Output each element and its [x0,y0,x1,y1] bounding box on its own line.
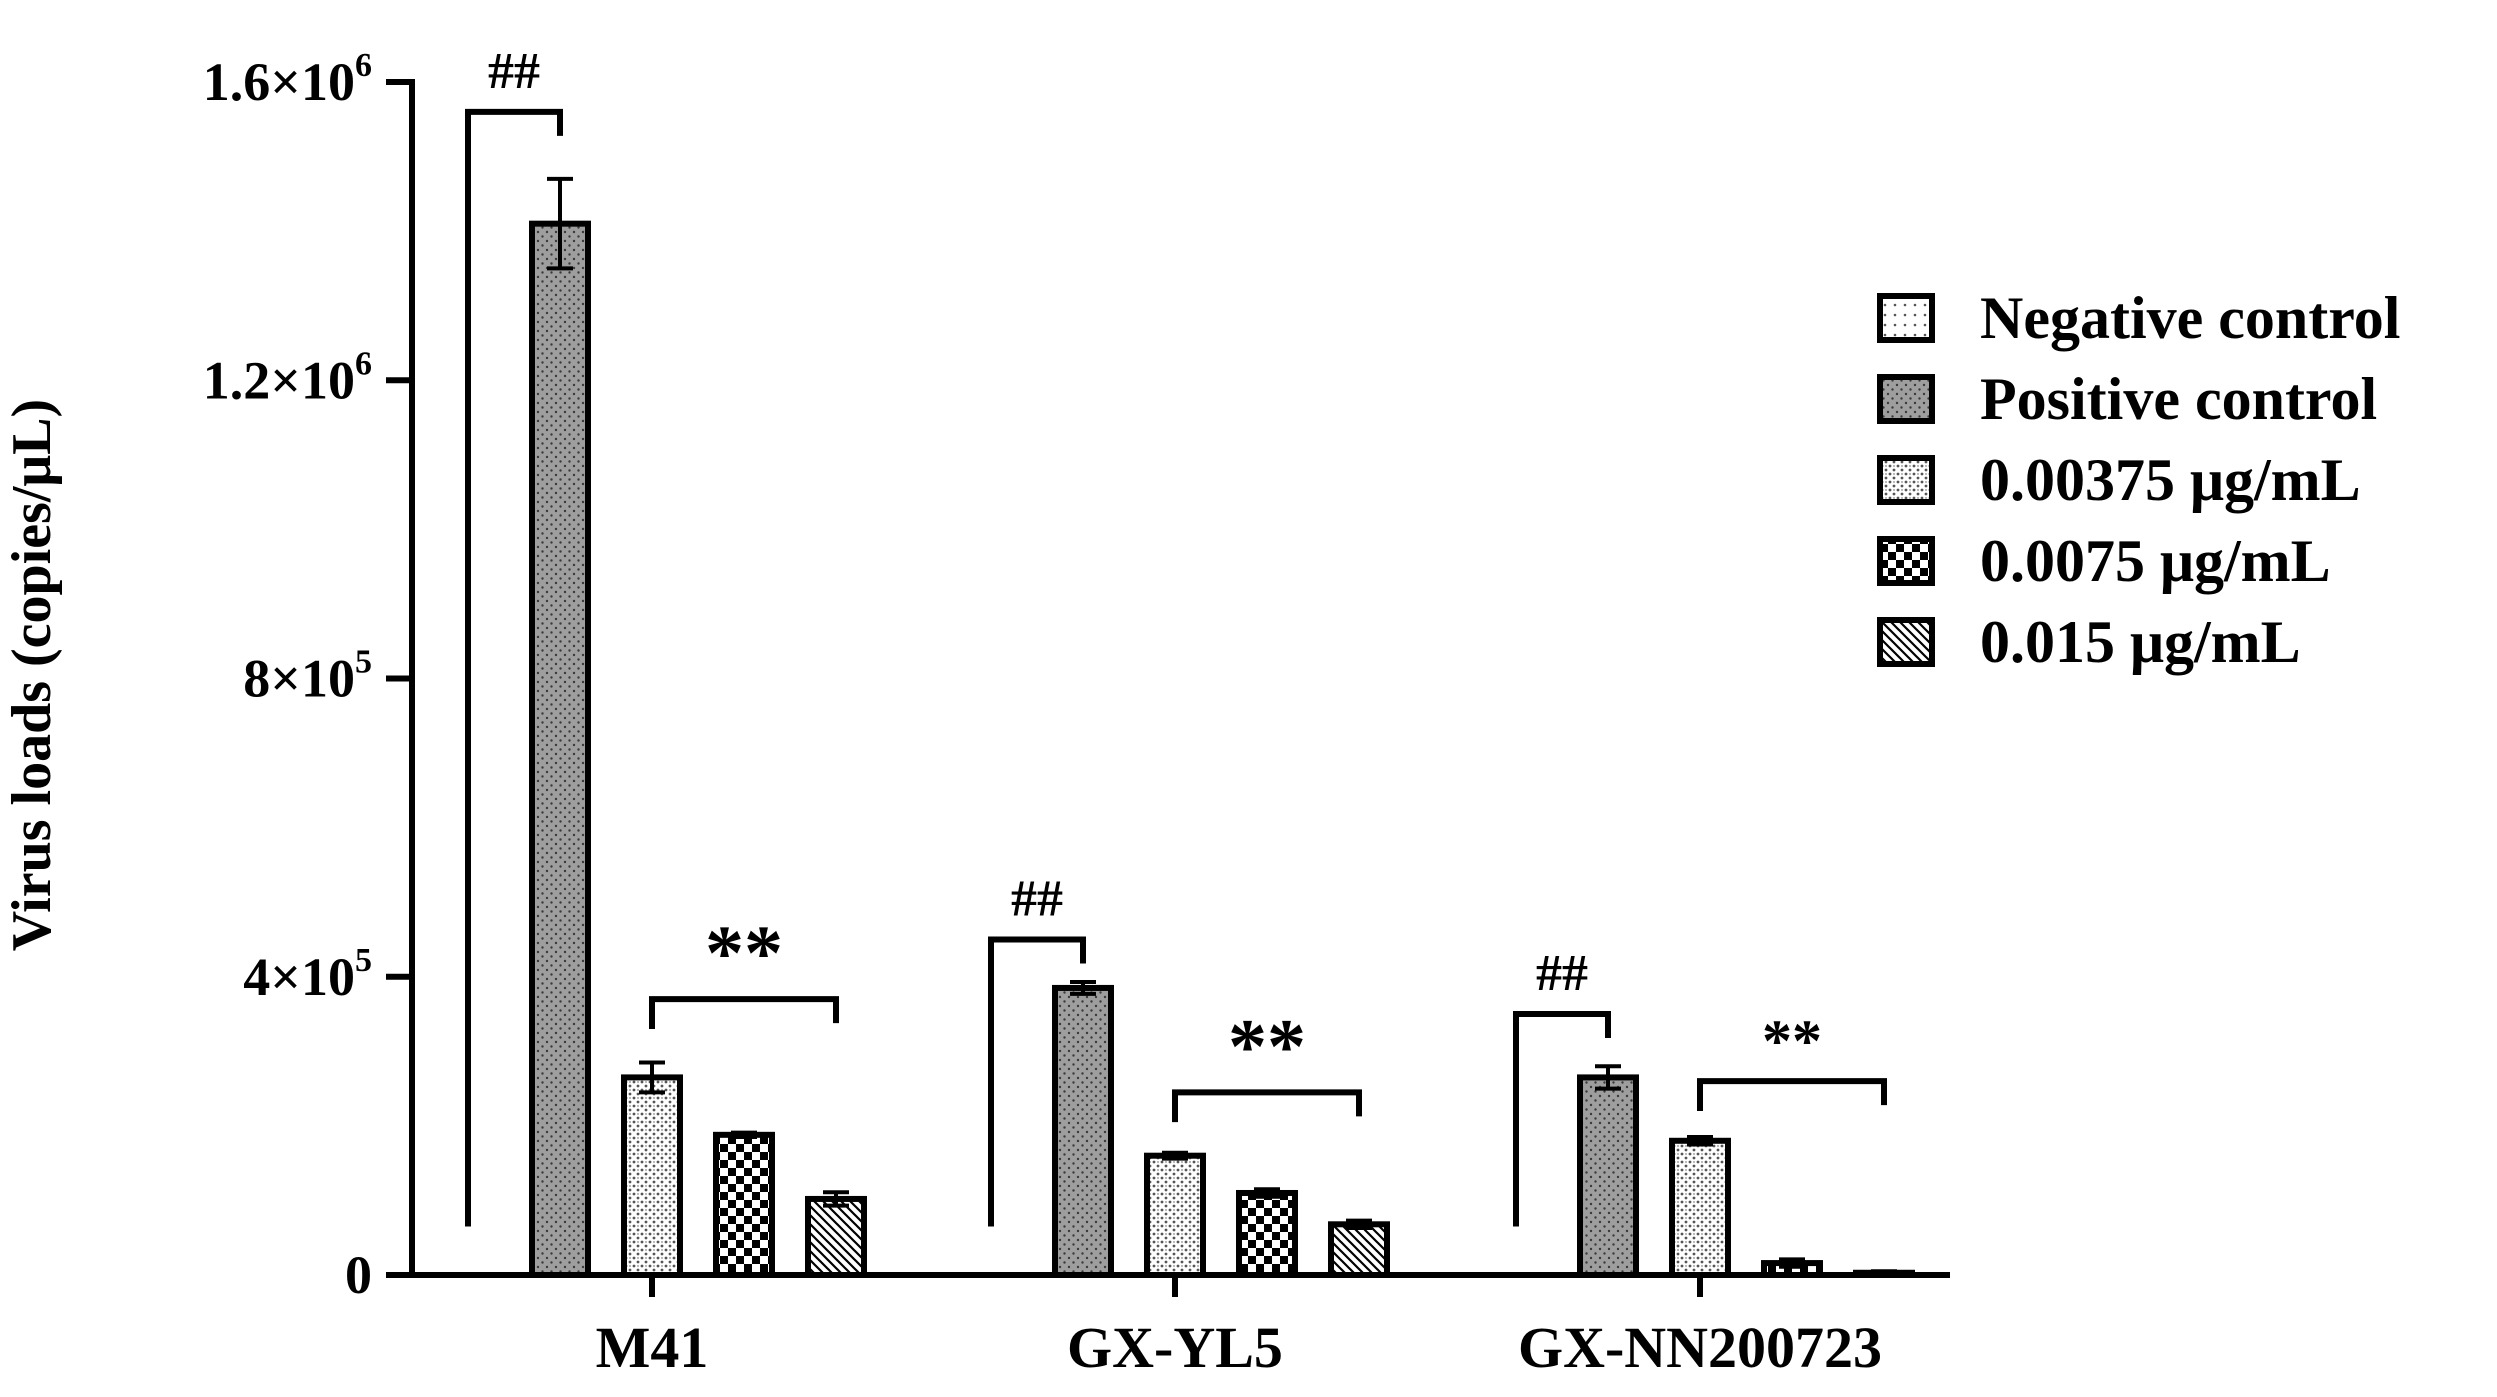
significance-label: ** [705,909,783,996]
x-tick-label: GX-YL5 [1067,1315,1283,1380]
legend-swatch [1877,536,1935,586]
bar [805,1195,867,1279]
legend-swatch [1877,293,1935,343]
y-tick-label: 4×105 [243,942,372,1007]
significance-bracket [1697,1078,1887,1111]
bar [1328,1221,1390,1278]
legend: Negative control Positive control 0.00375 … [1877,285,2400,675]
y-tick-label: 8×105 [243,644,372,709]
significance-bracket [465,108,563,1227]
plot-area: ## ** ## ** ## ** [465,43,1915,1279]
bar [529,220,591,1279]
bar [1144,1152,1206,1278]
legend-swatch [1877,617,1935,667]
bar [621,1074,683,1279]
y-tick-label: 1.2×106 [203,345,372,410]
y-axis-label: Virus loads (copies/μL) [1,399,63,951]
legend-swatch [1877,374,1935,424]
significance-label: ** [1228,1002,1306,1089]
significance-bracket [1513,1011,1611,1227]
significance-bracket [649,996,839,1029]
significance-label: ## [1011,870,1063,927]
significance-label: ## [488,43,540,100]
significance-label: ** [1762,1008,1822,1074]
legend-label: Positive control [1980,366,2377,432]
bar [1669,1137,1731,1278]
legend-label: 0.015 μg/mL [1980,609,2301,675]
legend-label: Negative control [1980,285,2400,351]
legend-label: 0.00375 μg/mL [1980,447,2361,513]
legend-swatch [1877,455,1935,505]
axes: 0 4×105 8×105 1.2×106 1.6×106 M41 GX-YL5 GX-NN2… [203,47,1950,1380]
bar [1052,984,1114,1278]
significance-bracket [1172,1089,1362,1123]
bar [713,1131,775,1279]
x-tick-label: M41 [596,1315,709,1380]
y-tick-label: 1.6×106 [203,47,372,112]
significance-label: ## [1536,945,1588,1002]
bar [1577,1074,1639,1279]
x-tick-label: GX-NN200723 [1518,1315,1882,1380]
bar [1236,1189,1298,1278]
legend-label: 0.0075 μg/mL [1980,528,2331,594]
y-tick-label: 0 [345,1245,372,1305]
significance-bracket [988,936,1086,1227]
